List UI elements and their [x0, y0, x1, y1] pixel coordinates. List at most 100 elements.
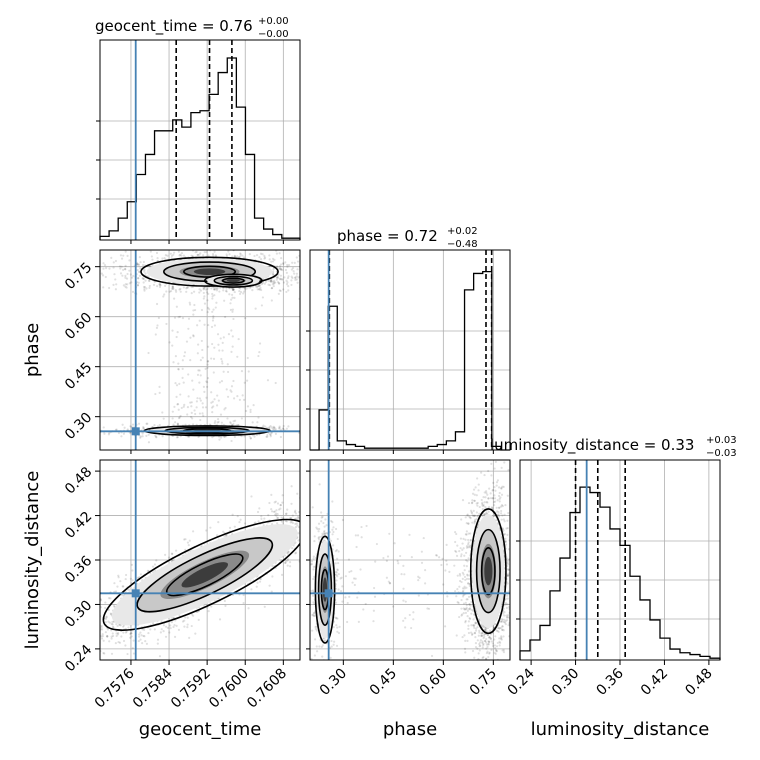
scatter-point: [320, 259, 322, 261]
scatter-point: [111, 625, 115, 628]
scatter-point: [253, 435, 256, 438]
scatter-point: [214, 306, 217, 309]
scatter-point: [192, 335, 195, 338]
scatter-point: [270, 280, 273, 283]
scatter-point: [207, 292, 210, 295]
scatter-point: [117, 431, 121, 435]
scatter-point: [294, 541, 297, 544]
scatter-point: [177, 250, 180, 253]
scatter-point: [139, 261, 142, 264]
scatter-point: [136, 263, 139, 266]
scatter-point: [198, 369, 201, 372]
scatter-point: [119, 272, 123, 275]
scatter-point: [83, 593, 85, 595]
scatter-point: [179, 290, 182, 293]
scatter-point: [207, 323, 210, 327]
scatter-point: [164, 635, 168, 638]
scatter-point: [232, 397, 236, 400]
scatter-point: [171, 329, 174, 332]
scatter-point: [134, 664, 136, 666]
scatter-point: [325, 508, 327, 510]
scatter-point: [307, 544, 309, 546]
scatter-point: [264, 280, 268, 283]
scatter-point: [270, 493, 273, 496]
scatter-point: [187, 373, 190, 376]
scatter-point: [126, 254, 129, 257]
scatter-point: [255, 585, 258, 588]
scatter-point: [168, 290, 171, 293]
scatter-point: [112, 604, 116, 607]
scatter-point: [1, 671, 3, 673]
scatter-point: [231, 310, 234, 313]
scatter-point: [142, 426, 145, 429]
scatter-point: [139, 436, 142, 439]
scatter-point: [277, 508, 281, 511]
scatter-point: [81, 631, 83, 633]
scatter-point: [357, 499, 359, 501]
scatter-point: [173, 316, 177, 319]
scatter-point: [144, 640, 147, 643]
scatter-point: [305, 550, 307, 552]
scatter-point: [116, 624, 119, 628]
scatter-point: [301, 552, 303, 554]
scatter-point: [112, 266, 115, 269]
scatter-point: [195, 250, 198, 253]
scatter-point: [261, 282, 264, 285]
scatter-point: [361, 454, 363, 456]
scatter-point: [122, 268, 125, 271]
scatter-point: [212, 405, 215, 408]
scatter-point: [288, 565, 292, 568]
scatter-point: [197, 618, 200, 622]
scatter-point: [291, 267, 295, 270]
scatter-point: [319, 507, 321, 509]
scatter-point: [32, 662, 34, 664]
scatter-point: [306, 430, 308, 432]
scatter-point: [281, 278, 284, 281]
scatter-point: [160, 628, 163, 631]
scatter-point: [89, 664, 91, 666]
scatter-point: [186, 541, 190, 544]
scatter-point: [301, 537, 303, 539]
panel-geocent-time-vs-luminosity-distance: [1, 454, 363, 673]
scatter-point: [316, 509, 318, 511]
scatter-point: [223, 599, 226, 603]
scatter-point: [271, 283, 274, 286]
scatter-point: [317, 276, 319, 278]
scatter-point: [156, 256, 159, 260]
scatter-point: [172, 361, 175, 364]
scatter-point: [131, 423, 135, 426]
scatter-point: [190, 254, 193, 257]
scatter-point: [104, 267, 108, 270]
scatter-point: [93, 628, 95, 630]
scatter-point: [221, 362, 224, 365]
scatter-point: [259, 286, 262, 289]
scatter-point: [5, 670, 7, 672]
scatter-point: [141, 435, 144, 438]
scatter-point: [209, 526, 212, 529]
scatter-point: [193, 409, 196, 412]
scatter-point: [220, 380, 224, 383]
scatter-point: [284, 519, 287, 523]
scatter-point: [307, 539, 309, 541]
scatter-point: [201, 406, 205, 409]
scatter-point: [297, 525, 300, 529]
scatter-point: [143, 289, 146, 292]
scatter-point: [196, 397, 199, 400]
scatter-point: [290, 520, 293, 523]
scatter-point: [218, 381, 222, 384]
scatter-point: [116, 633, 120, 636]
scatter-point: [147, 441, 151, 444]
scatter-point: [184, 548, 187, 551]
scatter-point: [161, 257, 164, 260]
scatter-point: [89, 619, 91, 621]
scatter-point: [211, 310, 214, 313]
scatter-point: [211, 292, 214, 296]
scatter-point: [104, 275, 107, 279]
scatter-point: [285, 271, 288, 274]
scatter-point: [263, 257, 266, 260]
scatter-point: [124, 577, 127, 581]
scatter-point: [212, 357, 216, 360]
scatter-point: [45, 628, 47, 630]
scatter-point: [258, 580, 262, 583]
scatter-point: [100, 624, 103, 628]
